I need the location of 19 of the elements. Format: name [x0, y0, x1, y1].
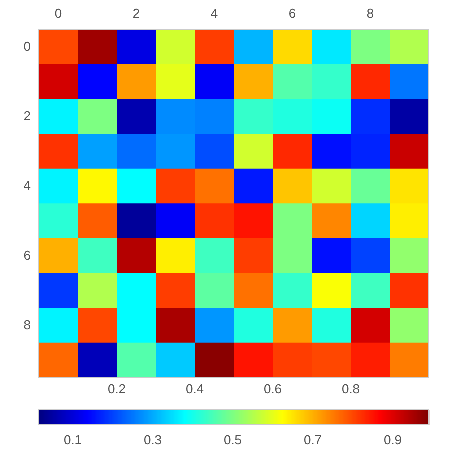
- y-tick-label: 6: [24, 248, 31, 263]
- x-tick-label: 2: [132, 6, 140, 21]
- x-tick-label: 0: [54, 6, 62, 21]
- y-tick-label: 0: [24, 38, 31, 54]
- y-tick-label: 8: [24, 317, 31, 332]
- y-tick-label: 2: [24, 108, 31, 124]
- x2-tick-label: 0.4: [186, 381, 204, 396]
- color-bar-label: 0.3: [144, 432, 162, 448]
- x2-tick-label: 0.6: [264, 381, 282, 396]
- color-bar-label: 0.7: [304, 432, 322, 448]
- x-tick-label: 4: [210, 6, 218, 21]
- x-tick-label: 6: [288, 6, 296, 21]
- x2-tick-label: 0.8: [342, 381, 360, 396]
- color-bar-label: 0.9: [384, 432, 402, 448]
- x2-tick-label: 0.2: [108, 381, 126, 396]
- color-bar-label: 0.5: [224, 432, 242, 448]
- color-bar-label: 0.1: [64, 432, 82, 448]
- y-tick-label: 4: [24, 178, 31, 194]
- x-tick-label: 8: [366, 6, 374, 21]
